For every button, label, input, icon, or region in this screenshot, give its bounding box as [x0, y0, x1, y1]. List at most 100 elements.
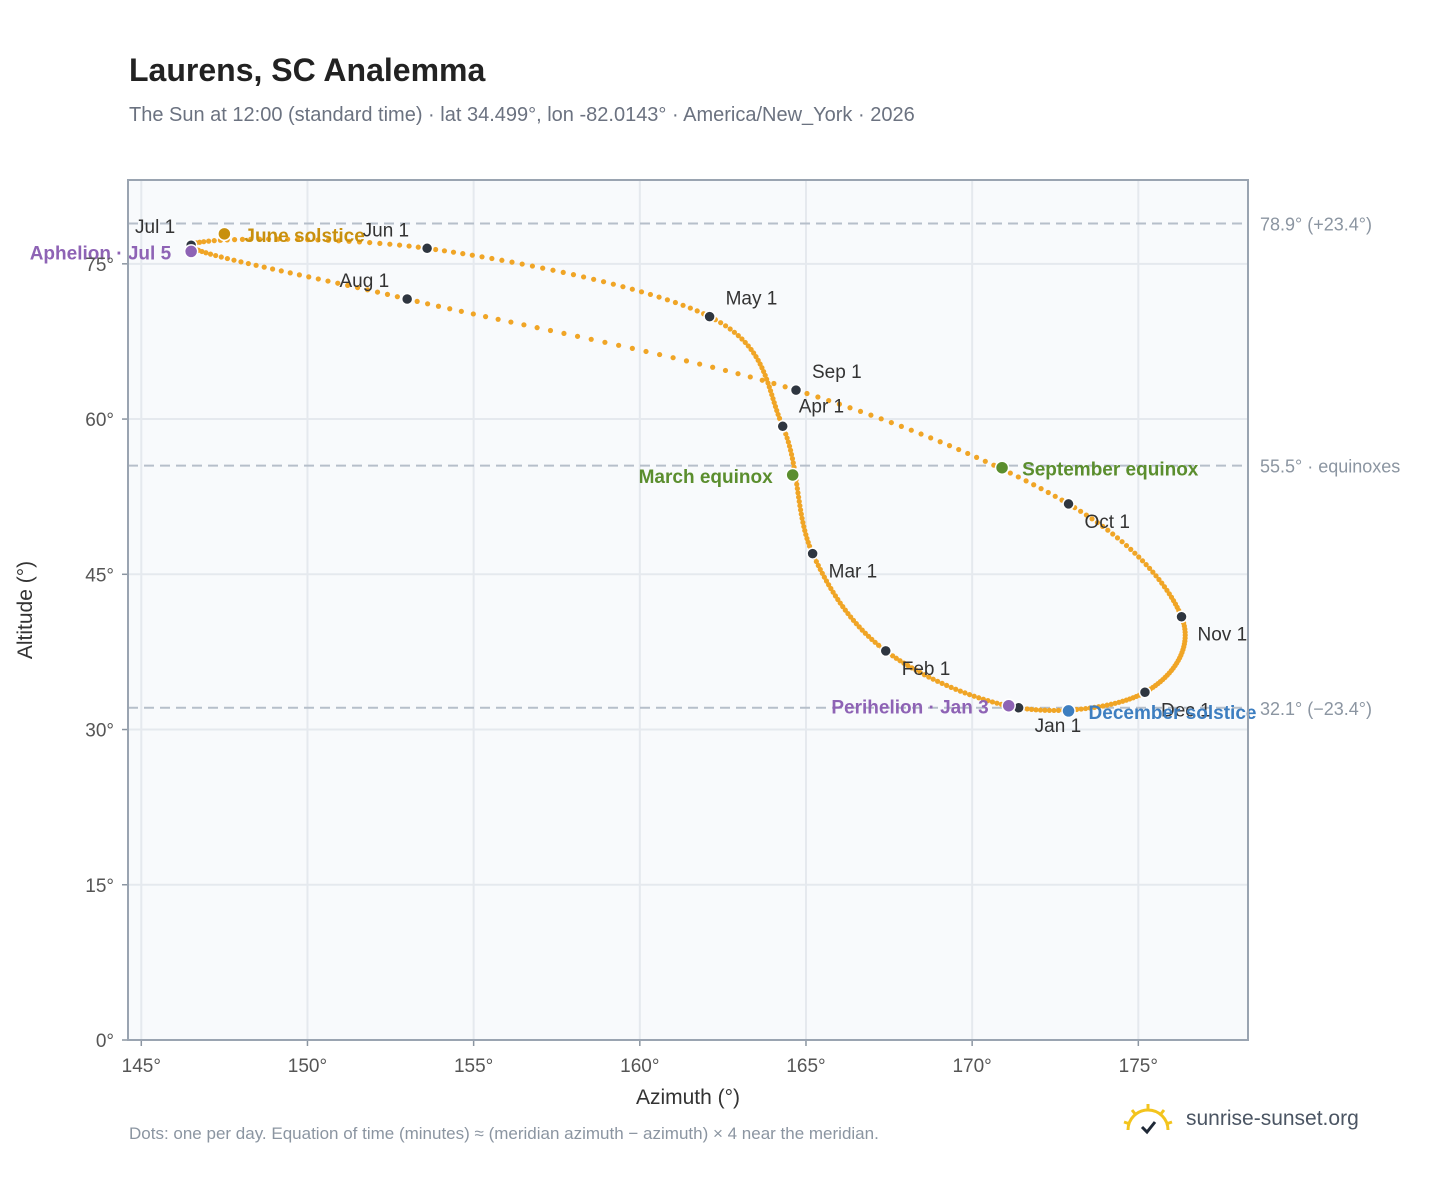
daily-dot — [261, 264, 267, 270]
daily-dot — [815, 394, 821, 400]
daily-dot — [1159, 580, 1165, 586]
daily-dot — [1083, 512, 1089, 518]
month-label: Aug 1 — [340, 271, 390, 292]
daily-dot — [869, 636, 875, 642]
daily-dot — [470, 311, 476, 317]
daily-dot — [616, 342, 622, 348]
daily-dot — [588, 336, 594, 342]
daily-dot — [499, 257, 505, 263]
daily-dot — [930, 676, 936, 682]
daily-dot — [948, 684, 954, 690]
daily-dot — [275, 236, 281, 242]
daily-dot — [560, 269, 566, 276]
daily-dot — [354, 284, 361, 291]
daily-dot — [199, 248, 205, 255]
month-label: Mar 1 — [829, 562, 878, 583]
daily-dot — [643, 348, 649, 355]
daily-dot — [620, 284, 626, 290]
daily-dot — [893, 655, 899, 661]
y-tick-label: 15° — [85, 876, 114, 897]
chart-title: Laurens, SC Analemma — [129, 52, 486, 88]
month-label: Jun 1 — [363, 220, 409, 241]
daily-dot — [1119, 539, 1125, 545]
daily-dot — [944, 682, 950, 688]
month-label: Dec 1 — [1161, 700, 1211, 721]
daily-dot — [994, 700, 1000, 706]
daily-dot — [1091, 704, 1098, 711]
daily-dot — [374, 289, 381, 295]
special-label: September equinox — [1022, 460, 1199, 481]
daily-dot — [1132, 550, 1138, 556]
daily-dot — [550, 267, 556, 273]
daily-dot — [346, 238, 352, 244]
daily-dot — [325, 237, 331, 243]
daily-dot — [425, 301, 431, 307]
brand-name[interactable]: sunrise-sunset.org — [1186, 1107, 1359, 1130]
daily-dot — [759, 377, 765, 383]
daily-dot — [935, 678, 941, 684]
daily-dot — [207, 251, 214, 257]
chart-subtitle: The Sun at 12:00 (standard time) · lat 3… — [129, 104, 915, 126]
special-marker — [994, 460, 1010, 475]
daily-dot — [710, 364, 716, 370]
daily-dot — [1100, 523, 1106, 529]
sun-logo-icon — [1123, 1104, 1173, 1135]
month-label: Apr 1 — [799, 396, 844, 417]
daily-dot — [1042, 707, 1048, 713]
daily-dot — [751, 350, 757, 356]
brand-logo[interactable]: sunrise-sunset.org — [1120, 1102, 1359, 1136]
daily-dot — [1150, 569, 1156, 575]
month-label: May 1 — [726, 289, 778, 310]
daily-dot — [460, 251, 466, 257]
daily-dot — [776, 415, 783, 421]
daily-dot — [888, 419, 894, 426]
daily-dot — [828, 585, 834, 592]
x-tick-label: 160° — [620, 1056, 659, 1077]
daily-dot — [647, 291, 654, 298]
daily-dot — [1052, 493, 1058, 499]
daily-dot — [985, 698, 991, 704]
daily-dot — [1046, 707, 1053, 713]
daily-dot — [657, 351, 663, 358]
daily-dot — [956, 446, 962, 453]
daily-dot — [638, 289, 645, 295]
daily-dot — [203, 250, 209, 256]
plot-frame — [127, 179, 1249, 1041]
daily-dot — [937, 439, 943, 445]
daily-dot — [1100, 703, 1106, 709]
month-label: Jan 1 — [1035, 716, 1081, 737]
daily-dot — [1112, 700, 1118, 706]
daily-dot — [1045, 489, 1051, 496]
daily-dot — [875, 642, 882, 648]
daily-dot — [248, 236, 254, 242]
daily-dot — [769, 392, 775, 398]
daily-dot — [815, 562, 821, 569]
reference-line-label: 55.5° · equinoxes — [1260, 457, 1400, 477]
daily-dot — [394, 294, 400, 300]
daily-dot — [296, 272, 302, 278]
y-tick-label: 60° — [85, 410, 114, 431]
daily-dot — [384, 291, 391, 297]
daily-dot — [1015, 474, 1021, 480]
y-tick-label: 45° — [85, 565, 114, 586]
x-tick-label: 165° — [786, 1056, 825, 1077]
daily-dot — [458, 308, 464, 314]
x-axis-label: Azimuth (°) — [636, 1086, 740, 1109]
daily-dot — [231, 237, 238, 243]
daily-dot — [529, 263, 536, 269]
daily-dot — [1037, 707, 1044, 713]
daily-dot — [795, 490, 801, 496]
daily-dot — [534, 325, 540, 331]
daily-dot — [965, 450, 971, 457]
daily-dot — [1096, 704, 1102, 710]
daily-dot — [415, 244, 421, 250]
daily-dot — [718, 320, 724, 326]
daily-dot — [787, 447, 794, 453]
daily-dot — [315, 276, 321, 282]
daily-dot — [966, 691, 973, 698]
daily-dot — [797, 507, 804, 513]
daily-dot — [433, 246, 439, 253]
reference-line-label: 32.1° (−23.4°) — [1260, 699, 1372, 719]
daily-dot — [519, 261, 525, 267]
